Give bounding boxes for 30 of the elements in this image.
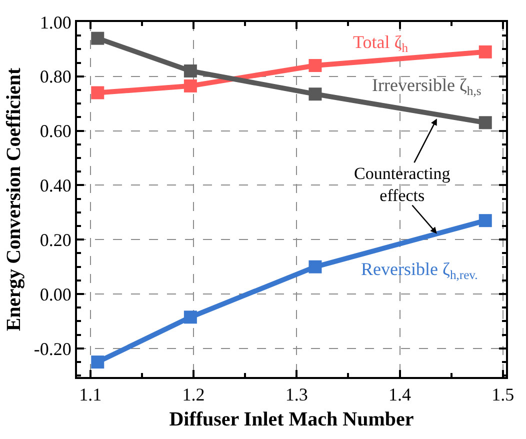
x-tick-label: 1.1 — [79, 384, 102, 405]
point — [91, 86, 104, 100]
point — [91, 356, 104, 369]
x-tick-label: 1.4 — [388, 384, 412, 405]
y-axis-title: Energy Conversion Coefficient — [2, 68, 25, 332]
x-tick-label: 1.3 — [285, 384, 308, 405]
point — [308, 260, 322, 274]
y-tick-label: -0.20 — [34, 338, 72, 359]
point — [478, 214, 492, 228]
series-label: Irreversible ζ$_{h,s}$ — [372, 75, 482, 98]
point — [184, 310, 197, 324]
x-tick-label: 1.2 — [182, 384, 205, 405]
point — [308, 88, 322, 101]
annotation: Counteracting effects — [354, 164, 451, 206]
x-axis-title: Diffuser Inlet Mach Number — [169, 408, 414, 431]
y-tick-label: 0.80 — [40, 66, 72, 87]
point — [91, 32, 104, 45]
series-label: Reversible ζ$_{h,rev.}$ — [361, 259, 478, 282]
y-tick-label: 0.00 — [40, 284, 72, 304]
y-tick-label: 0.40 — [40, 176, 72, 196]
y-tick-label: 0.20 — [40, 230, 72, 250]
y-tick-label: 1.00 — [40, 12, 72, 32]
point — [478, 45, 492, 58]
point — [478, 116, 492, 130]
x-tick-label: 1.5 — [492, 384, 514, 405]
point — [184, 79, 197, 92]
point — [308, 59, 322, 72]
series-label: Total ζ$_{h}$ — [353, 32, 409, 55]
y-tick-label: 0.60 — [40, 121, 72, 142]
point — [184, 64, 197, 78]
